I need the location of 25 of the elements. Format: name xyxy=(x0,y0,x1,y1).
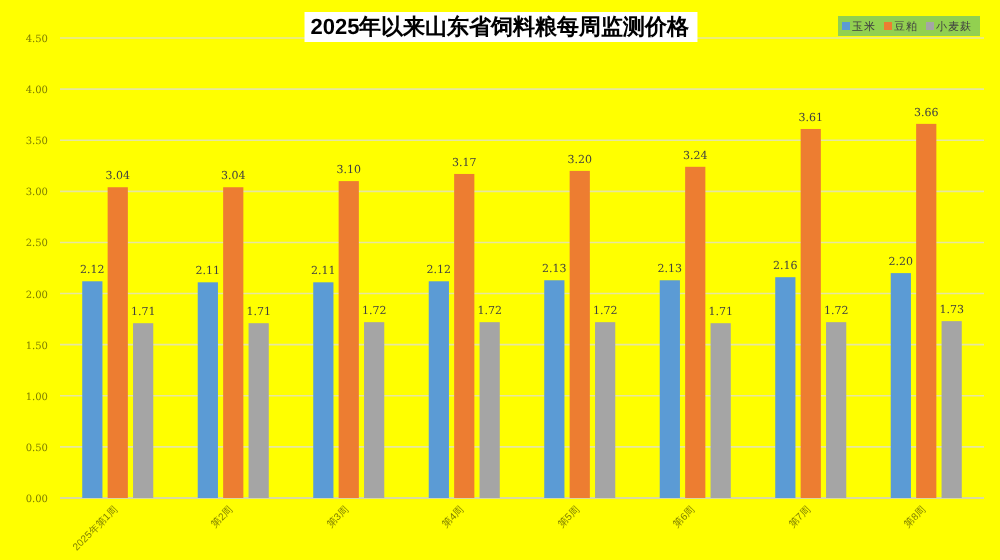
bar xyxy=(595,322,616,498)
bar xyxy=(479,322,500,498)
bar xyxy=(544,280,565,498)
bar xyxy=(659,280,680,498)
bar xyxy=(941,321,962,498)
bar xyxy=(133,323,154,498)
bar xyxy=(197,282,218,498)
bar xyxy=(800,128,821,498)
bar xyxy=(364,322,385,498)
bar xyxy=(313,282,334,498)
bar xyxy=(916,123,937,498)
bar xyxy=(826,322,847,498)
chart-title: 2025年以来山东省饲料粮每周监测价格 xyxy=(310,14,692,40)
bar xyxy=(248,323,269,498)
bar xyxy=(454,173,475,498)
bar xyxy=(107,187,128,498)
bar xyxy=(82,281,103,498)
bar xyxy=(775,277,796,498)
bar xyxy=(428,281,449,498)
bar xyxy=(569,170,590,498)
bar xyxy=(710,323,731,498)
bar xyxy=(223,187,244,498)
bar xyxy=(890,273,911,498)
bar xyxy=(338,181,359,498)
bar xyxy=(685,166,706,498)
